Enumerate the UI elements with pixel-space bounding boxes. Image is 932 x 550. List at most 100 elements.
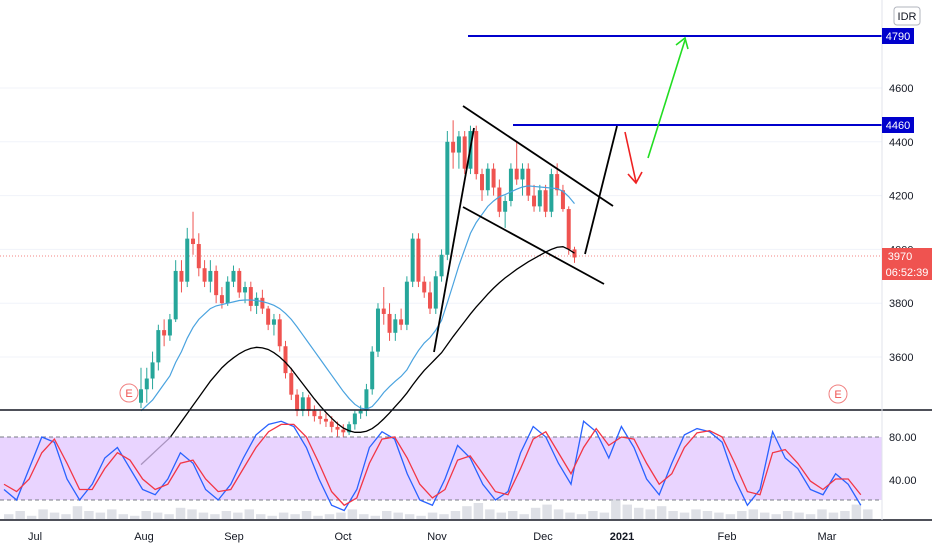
candle-body xyxy=(185,238,190,282)
candle-body xyxy=(295,394,300,411)
volume-bar xyxy=(828,512,839,519)
stochastic-tick-labels: 40.00 80.00 xyxy=(889,432,917,487)
candle-body xyxy=(167,319,172,336)
volume-bar xyxy=(347,509,358,519)
time-axis-label: Aug xyxy=(134,531,154,543)
volume-bar xyxy=(301,511,312,519)
candle-body xyxy=(555,174,560,191)
volume-bar xyxy=(313,515,323,519)
candle-body xyxy=(271,319,276,325)
candle-body xyxy=(289,373,294,395)
volume-bar xyxy=(290,514,300,519)
volume-bar xyxy=(187,509,197,519)
volume-bar xyxy=(725,514,736,519)
candle-body xyxy=(358,410,363,414)
volume-bar xyxy=(221,511,232,519)
candle-body xyxy=(179,270,184,282)
volume-bar xyxy=(4,514,14,519)
time-axis[interactable]: Jul Aug Sep Oct Nov Dec 2021 Feb Mar xyxy=(28,531,837,543)
candle-body xyxy=(156,330,161,363)
svg-text:E: E xyxy=(834,389,841,401)
volume-bar xyxy=(737,511,747,519)
earnings-marker-left[interactable]: E xyxy=(119,383,139,403)
volume-bars xyxy=(4,499,873,519)
earnings-marker-right[interactable]: E xyxy=(828,384,848,404)
volume-bar xyxy=(565,512,575,519)
volume-bar xyxy=(508,511,518,519)
candle-body xyxy=(283,346,288,374)
volume-bar xyxy=(782,511,793,519)
volume-bar xyxy=(38,509,48,519)
currency-label[interactable]: IDR xyxy=(893,6,921,26)
stochastic-tick-label: 40.00 xyxy=(889,475,917,487)
volume-bar xyxy=(805,514,816,519)
ma-fast-line xyxy=(140,185,575,412)
time-axis-label: Dec xyxy=(533,531,553,543)
price-axis[interactable]: 360038004000420044004600 IDR 4790 4460 3… xyxy=(881,0,932,520)
price-tag-4790: 4790 xyxy=(882,28,914,44)
volume-bar xyxy=(210,514,220,519)
stochastic-pane[interactable] xyxy=(0,420,882,519)
candle-body xyxy=(208,270,213,282)
volume-bar xyxy=(26,515,37,519)
bar-countdown-tag: 06:52:39 xyxy=(882,264,932,280)
volume-bar xyxy=(576,514,587,519)
candle-body xyxy=(139,389,143,403)
candle-body xyxy=(254,297,259,306)
time-axis-label: Oct xyxy=(334,531,351,543)
candle-body xyxy=(485,168,490,191)
candle-body xyxy=(532,195,537,207)
price-tag-4460: 4460 xyxy=(882,117,914,133)
price-gridlines xyxy=(0,87,882,358)
up-arrow xyxy=(647,36,689,159)
volume-bar xyxy=(771,514,781,519)
candle-body xyxy=(323,418,328,422)
candle-body xyxy=(439,254,444,277)
candle-body xyxy=(503,200,508,212)
volume-bar xyxy=(611,499,621,519)
volume-bar xyxy=(141,511,151,519)
svg-text:E: E xyxy=(125,388,132,400)
candle-body xyxy=(341,429,346,433)
volume-bar xyxy=(382,511,392,519)
candle-body xyxy=(352,413,357,425)
volume-bar xyxy=(645,509,655,519)
volume-bar xyxy=(72,506,83,519)
candle-body xyxy=(572,249,577,258)
price-tick-label: 4200 xyxy=(889,191,913,203)
volume-bar xyxy=(61,514,71,519)
candle-body xyxy=(173,270,178,320)
time-axis-label: Sep xyxy=(224,531,244,543)
volume-bar xyxy=(588,511,598,519)
volume-bar xyxy=(863,509,873,519)
volume-bar xyxy=(370,515,380,519)
candle-body xyxy=(445,141,450,255)
candle-body xyxy=(370,351,375,390)
candle-body xyxy=(428,292,432,309)
time-axis-label: Mar xyxy=(818,531,837,543)
candle-body xyxy=(381,308,386,314)
candle-body xyxy=(364,389,369,411)
volume-bar xyxy=(233,512,243,519)
stochastic-band xyxy=(0,437,882,500)
volume-bar xyxy=(553,509,564,519)
candle-body xyxy=(549,174,554,212)
candle-body xyxy=(462,136,467,169)
volume-bar xyxy=(668,511,678,519)
price-pane[interactable]: E E xyxy=(0,35,882,466)
volume-bar xyxy=(840,511,850,519)
price-tick-label: 3800 xyxy=(889,298,913,310)
time-axis-label: 2021 xyxy=(610,531,634,543)
stochastic-d-line xyxy=(3,423,862,507)
time-axis-label: Feb xyxy=(718,531,737,543)
channel-upper-line xyxy=(462,105,614,207)
volume-bar xyxy=(530,507,541,519)
candle-body xyxy=(480,174,485,191)
volume-bar xyxy=(244,509,254,519)
projection-path xyxy=(584,125,618,255)
volume-bar xyxy=(416,515,426,519)
candle-body xyxy=(248,287,253,306)
volume-bar xyxy=(542,504,552,519)
volume-bar xyxy=(496,512,506,519)
